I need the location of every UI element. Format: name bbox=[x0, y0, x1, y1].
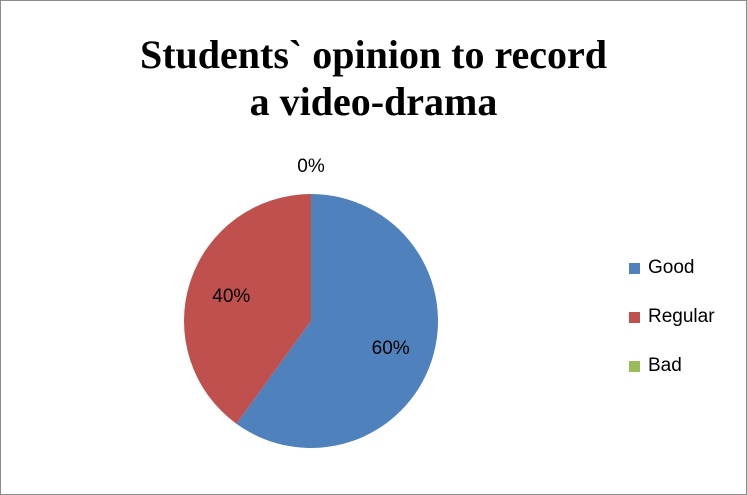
pie-slice-regular bbox=[184, 194, 311, 424]
legend-swatch-regular bbox=[629, 311, 640, 323]
chart-title-line-1: Students` opinion to record bbox=[139, 32, 608, 77]
data-label-bad: 0% bbox=[297, 156, 325, 177]
legend-item-bad: Bad bbox=[629, 355, 715, 376]
chart-title-line-2: a video-drama bbox=[249, 79, 498, 124]
legend-item-regular: Regular bbox=[629, 306, 715, 327]
pie-slice-good bbox=[236, 194, 439, 449]
legend-label-good: Good bbox=[648, 257, 695, 278]
legend: Good Regular Bad bbox=[629, 257, 715, 406]
legend-swatch-bad bbox=[629, 360, 640, 372]
legend-item-good: Good bbox=[629, 257, 715, 278]
data-label-good: 60% bbox=[372, 338, 410, 359]
legend-label-regular: Regular bbox=[648, 306, 715, 327]
legend-swatch-good bbox=[629, 262, 640, 274]
data-label-regular: 40% bbox=[212, 286, 250, 307]
legend-label-bad: Bad bbox=[648, 355, 682, 376]
chart-title: Students` opinion to record a video-dram… bbox=[1, 31, 746, 125]
